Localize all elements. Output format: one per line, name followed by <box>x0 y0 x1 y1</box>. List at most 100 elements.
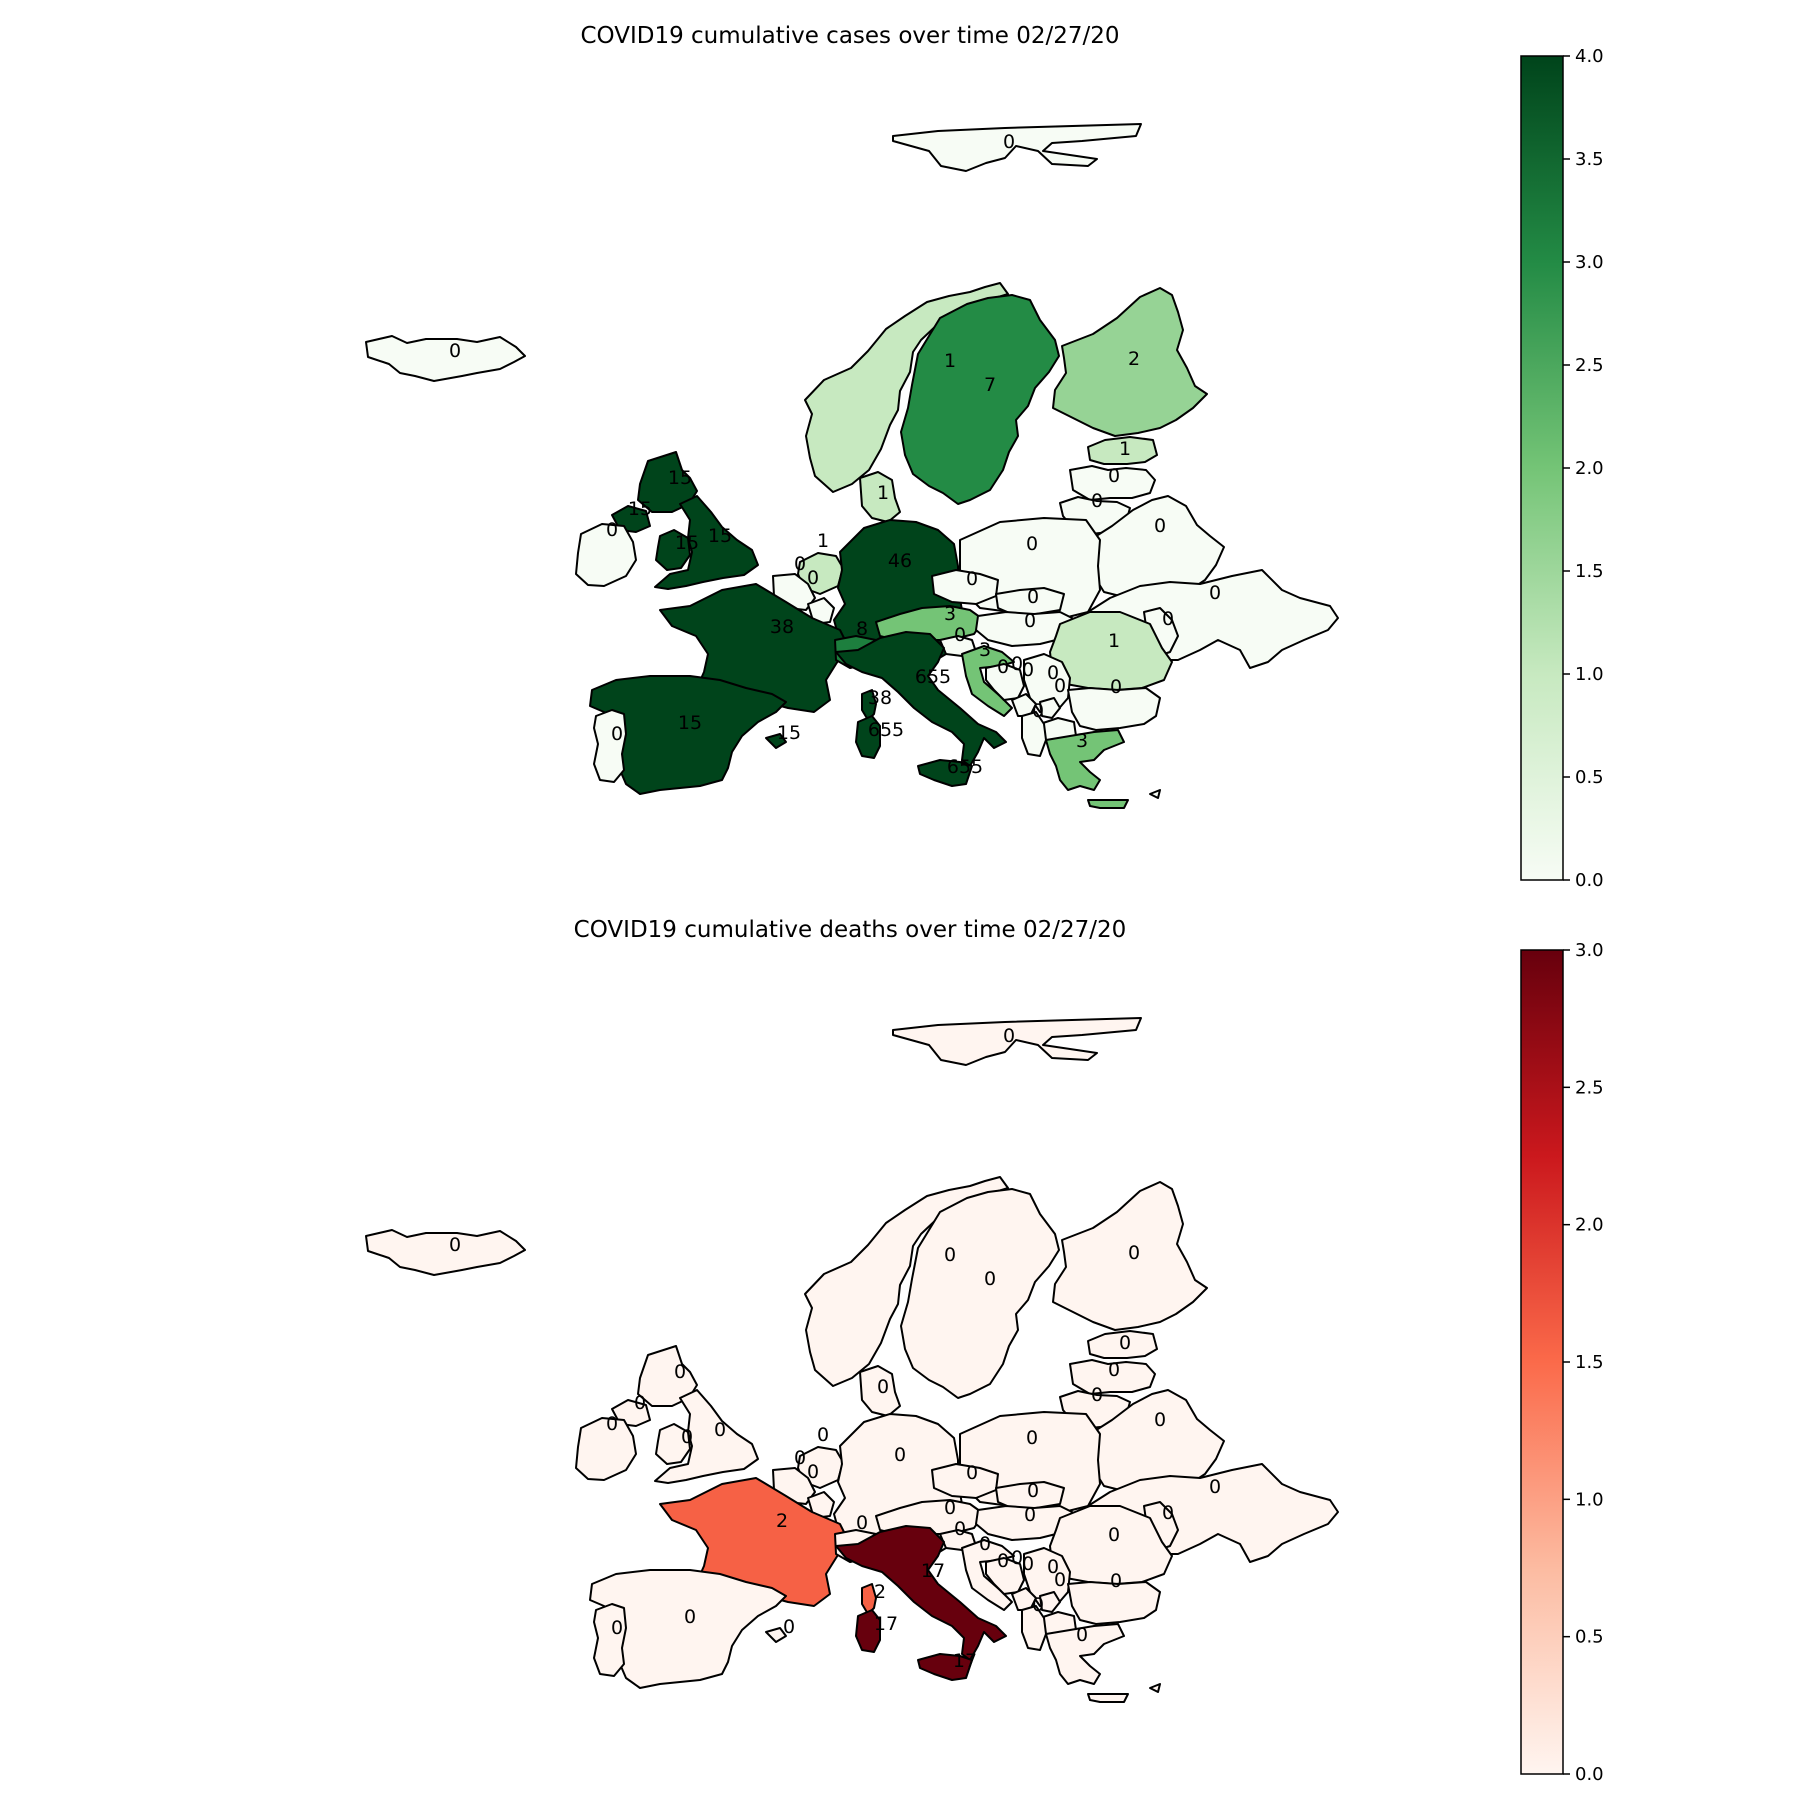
deaths-label-netherlands: 0 <box>817 1424 829 1446</box>
cases-region-denmark <box>859 471 901 523</box>
deaths-label-lithuania: 0 <box>1091 1384 1103 1406</box>
deaths-region-montenegro <box>1011 1587 1037 1611</box>
deaths-label-ukraine: 0 <box>1209 1476 1221 1498</box>
cases-label-balearics: 15 <box>777 722 801 744</box>
deaths-region-serbia <box>1023 1547 1071 1607</box>
cases-region-cyprus <box>1149 789 1161 799</box>
cases-region-bulgaria <box>1067 687 1161 731</box>
cases-region-iceland <box>365 335 526 382</box>
deaths-region-slovakia <box>995 1481 1065 1509</box>
cases-label-iceland: 0 <box>449 340 461 362</box>
cases-label-svalbard: 0 <box>1003 131 1015 153</box>
deaths-label-germany: 0 <box>894 1444 906 1466</box>
cases-colorbar-ticks: 0.0 0.5 1.0 1.5 2.0 2.5 3.0 3.5 4.0 <box>1563 46 1604 891</box>
cases-map-title: COVID19 cumulative cases over time 02/27… <box>580 23 1119 49</box>
deaths-label-czechia: 0 <box>966 1462 978 1484</box>
deaths-region-corsica <box>861 1583 877 1615</box>
deaths-label-bulgaria: 0 <box>1110 1570 1122 1592</box>
deaths-region-svalbard <box>892 1017 1142 1066</box>
cases-label-england: 15 <box>708 525 732 547</box>
cases-label-austria: 3 <box>944 603 956 625</box>
deaths-region-denmark <box>859 1365 901 1417</box>
deaths-colorbar-tick-label: 2.0 <box>1575 1215 1604 1236</box>
cases-region-kosovo <box>1039 697 1061 719</box>
cases-label-corsica: 38 <box>868 687 892 709</box>
deaths-label-finland: 0 <box>1128 1242 1140 1264</box>
deaths-colorbar-tick-label: 2.5 <box>1575 1077 1604 1098</box>
cases-label-north-macedonia: 0 <box>1054 675 1066 697</box>
deaths-region-cyprus <box>1149 1683 1161 1693</box>
cases-label-montenegro: 0 <box>1022 659 1034 681</box>
cases-label-finland: 2 <box>1128 348 1140 370</box>
cases-colorbar-tick-label: 3.0 <box>1575 252 1604 273</box>
cases-label-sicily: 655 <box>947 756 983 778</box>
deaths-region-italy <box>835 1525 1007 1661</box>
cases-label-ukraine: 0 <box>1209 582 1221 604</box>
cases-label-albania: 0 <box>1032 700 1044 722</box>
cases-label-denmark: 1 <box>877 482 889 504</box>
deaths-label-latvia: 0 <box>1108 1359 1120 1381</box>
deaths-label-iceland: 0 <box>449 1234 461 1256</box>
cases-label-luxembourg: 0 <box>807 567 819 589</box>
deaths-region-portugal <box>593 1603 627 1677</box>
deaths-map-panel: COVID19 cumulative deaths over time 02/2… <box>365 917 1604 1785</box>
cases-label-czechia: 0 <box>966 568 978 590</box>
cases-label-belgium: 0 <box>794 553 806 575</box>
cases-region-sardinia <box>855 715 881 759</box>
deaths-label-norway: 0 <box>944 1244 956 1266</box>
deaths-region-iceland <box>365 1229 526 1276</box>
cases-region-corsica <box>861 689 877 721</box>
deaths-label-albania: 0 <box>1032 1594 1044 1616</box>
deaths-label-luxembourg: 0 <box>807 1461 819 1483</box>
deaths-label-wales: 0 <box>681 1426 693 1448</box>
deaths-label-spain: 0 <box>684 1606 696 1628</box>
deaths-label-denmark: 0 <box>877 1376 889 1398</box>
deaths-colorbar-tick-label: 0.0 <box>1575 1764 1604 1785</box>
cases-label-lithuania: 0 <box>1091 490 1103 512</box>
cases-label-kosovo: 0 <box>1047 662 1059 684</box>
deaths-map-title: COVID19 cumulative deaths over time 02/2… <box>574 917 1127 943</box>
cases-label-northern-ireland: 15 <box>628 498 652 520</box>
cases-label-wales: 15 <box>675 532 699 554</box>
deaths-region-albania <box>1021 1605 1047 1651</box>
cases-colorbar: 0.0 0.5 1.0 1.5 2.0 2.5 3.0 3.5 4.0 <box>1520 46 1604 891</box>
deaths-label-croatia: 0 <box>979 1533 991 1555</box>
deaths-region-england <box>654 1389 759 1484</box>
deaths-label-austria: 0 <box>944 1497 956 1519</box>
cases-label-estonia: 1 <box>1119 438 1131 460</box>
cases-region-slovakia <box>995 587 1065 615</box>
deaths-label-slovakia: 0 <box>1027 1480 1039 1502</box>
deaths-label-ireland: 0 <box>606 1413 618 1435</box>
cases-region-england <box>654 495 759 590</box>
cases-colorbar-tick-label: 1.0 <box>1575 664 1604 685</box>
cases-region-svalbard <box>892 123 1142 172</box>
deaths-label-switzerland: 0 <box>856 1512 868 1534</box>
cases-colorbar-gradient <box>1520 55 1564 881</box>
cases-region-finland <box>1052 287 1208 437</box>
cases-colorbar-tick-label: 4.0 <box>1575 46 1604 67</box>
deaths-label-serbia: 0 <box>1011 1547 1023 1569</box>
cases-label-romania: 1 <box>1108 630 1120 652</box>
deaths-colorbar-tick-label: 1.5 <box>1575 1352 1604 1373</box>
deaths-label-north-macedonia: 0 <box>1054 1569 1066 1591</box>
cases-region-italy <box>835 631 1007 767</box>
deaths-label-sweden: 0 <box>984 1268 996 1290</box>
deaths-label-estonia: 0 <box>1119 1332 1131 1354</box>
cases-label-portugal: 0 <box>611 723 623 745</box>
deaths-label-svalbard: 0 <box>1003 1025 1015 1047</box>
cases-region-balearics <box>765 733 787 749</box>
deaths-colorbar: 0.0 0.5 1.0 1.5 2.0 2.5 3.0 <box>1520 940 1604 1785</box>
deaths-label-montenegro: 0 <box>1022 1553 1034 1575</box>
deaths-label-hungary: 0 <box>1024 1504 1036 1526</box>
deaths-colorbar-tick-label: 1.0 <box>1575 1489 1604 1510</box>
cases-label-bosnia: 0 <box>997 656 1009 678</box>
deaths-region-belarus <box>1086 1389 1225 1492</box>
deaths-label-northern-ireland: 0 <box>634 1392 646 1414</box>
cases-label-sweden: 7 <box>984 374 996 396</box>
cases-colorbar-tick-label: 3.5 <box>1575 149 1604 170</box>
deaths-label-portugal: 0 <box>611 1617 623 1639</box>
cases-label-croatia: 3 <box>979 639 991 661</box>
